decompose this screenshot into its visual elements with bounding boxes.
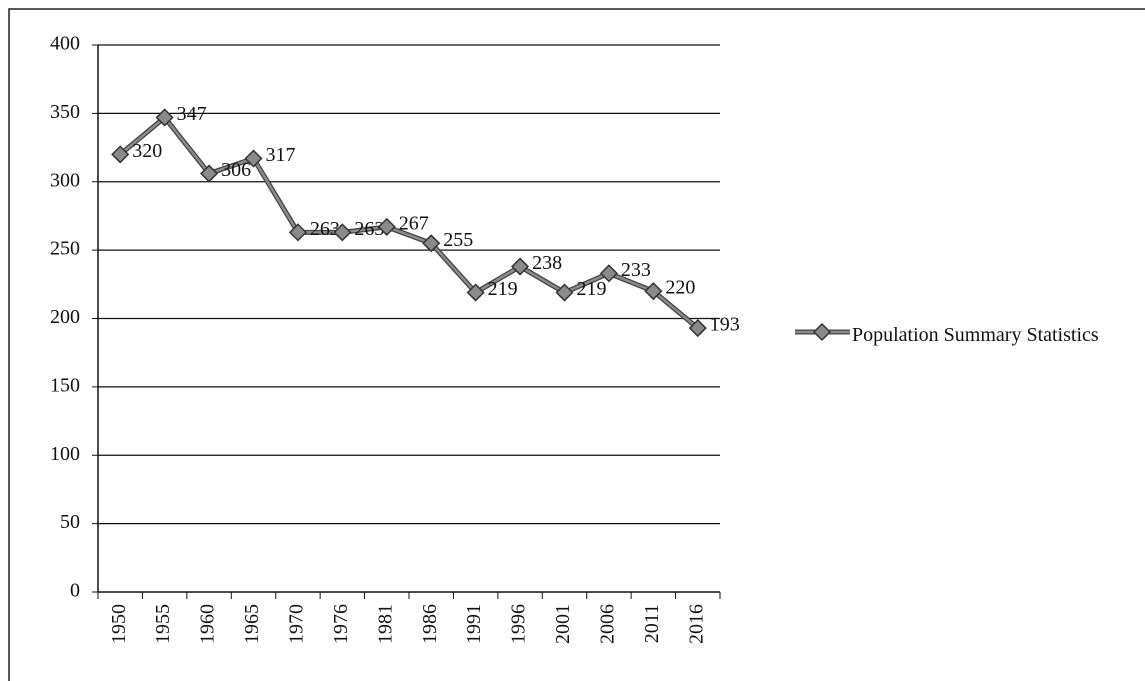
- y-tick-label: 400: [50, 33, 80, 55]
- point: [644, 282, 663, 301]
- y-tick-label: 100: [50, 443, 80, 465]
- data-label: 306: [221, 159, 251, 181]
- point: [555, 283, 574, 302]
- point: [599, 264, 618, 283]
- data-label: 219: [577, 278, 607, 300]
- data-label: 347: [177, 103, 207, 125]
- point: [333, 223, 352, 242]
- y-tick-label: 0: [70, 580, 80, 602]
- data-label: 320: [132, 140, 162, 162]
- x-tick-label: 1960: [197, 604, 219, 644]
- legend-marker: [812, 322, 832, 342]
- y-tick-label: 50: [60, 511, 80, 533]
- x-tick-label: 1991: [463, 604, 485, 644]
- point: [422, 234, 441, 253]
- data-label: 219: [488, 278, 518, 300]
- data-label: 220: [665, 277, 695, 299]
- data-label: 263: [310, 218, 340, 240]
- legend-label: Population Summary Statistics: [852, 324, 1099, 346]
- point: [155, 108, 174, 127]
- x-tick-label: 1986: [419, 604, 441, 644]
- point: [466, 283, 485, 302]
- x-tick-label: 2011: [641, 604, 663, 643]
- data-label: 255: [443, 229, 473, 251]
- y-tick-label: 150: [50, 374, 80, 396]
- x-tick-label: 2016: [685, 604, 707, 644]
- frame: [8, 8, 1145, 681]
- x-tick-label: 1950: [108, 604, 130, 644]
- x-tick-label: 2006: [597, 604, 619, 644]
- x-tick-label: 1976: [330, 604, 352, 644]
- point: [688, 319, 707, 338]
- point: [511, 257, 530, 276]
- data-label: 263: [354, 218, 384, 240]
- y-tick-label: 200: [50, 306, 80, 328]
- data-label: 233: [621, 259, 651, 281]
- point: [111, 145, 130, 164]
- y-tick-label: 350: [50, 101, 80, 123]
- point: [244, 149, 263, 168]
- x-tick-label: 1965: [241, 604, 263, 644]
- series-line: [119, 115, 699, 330]
- data-label: 317: [266, 144, 296, 166]
- data-label: 267: [399, 212, 429, 234]
- y-tick-label: 300: [50, 169, 80, 191]
- point: [200, 164, 219, 183]
- x-tick-label: 1955: [152, 604, 174, 644]
- x-tick-label: 2001: [552, 604, 574, 644]
- x-tick-label: 1981: [374, 604, 396, 644]
- x-tick-label: 1996: [508, 604, 530, 644]
- data-label: 238: [532, 252, 562, 274]
- x-tick-label: 1970: [286, 604, 308, 644]
- point: [377, 217, 396, 236]
- y-tick-label: 250: [50, 238, 80, 260]
- data-label: 193: [710, 314, 740, 336]
- point: [288, 223, 307, 242]
